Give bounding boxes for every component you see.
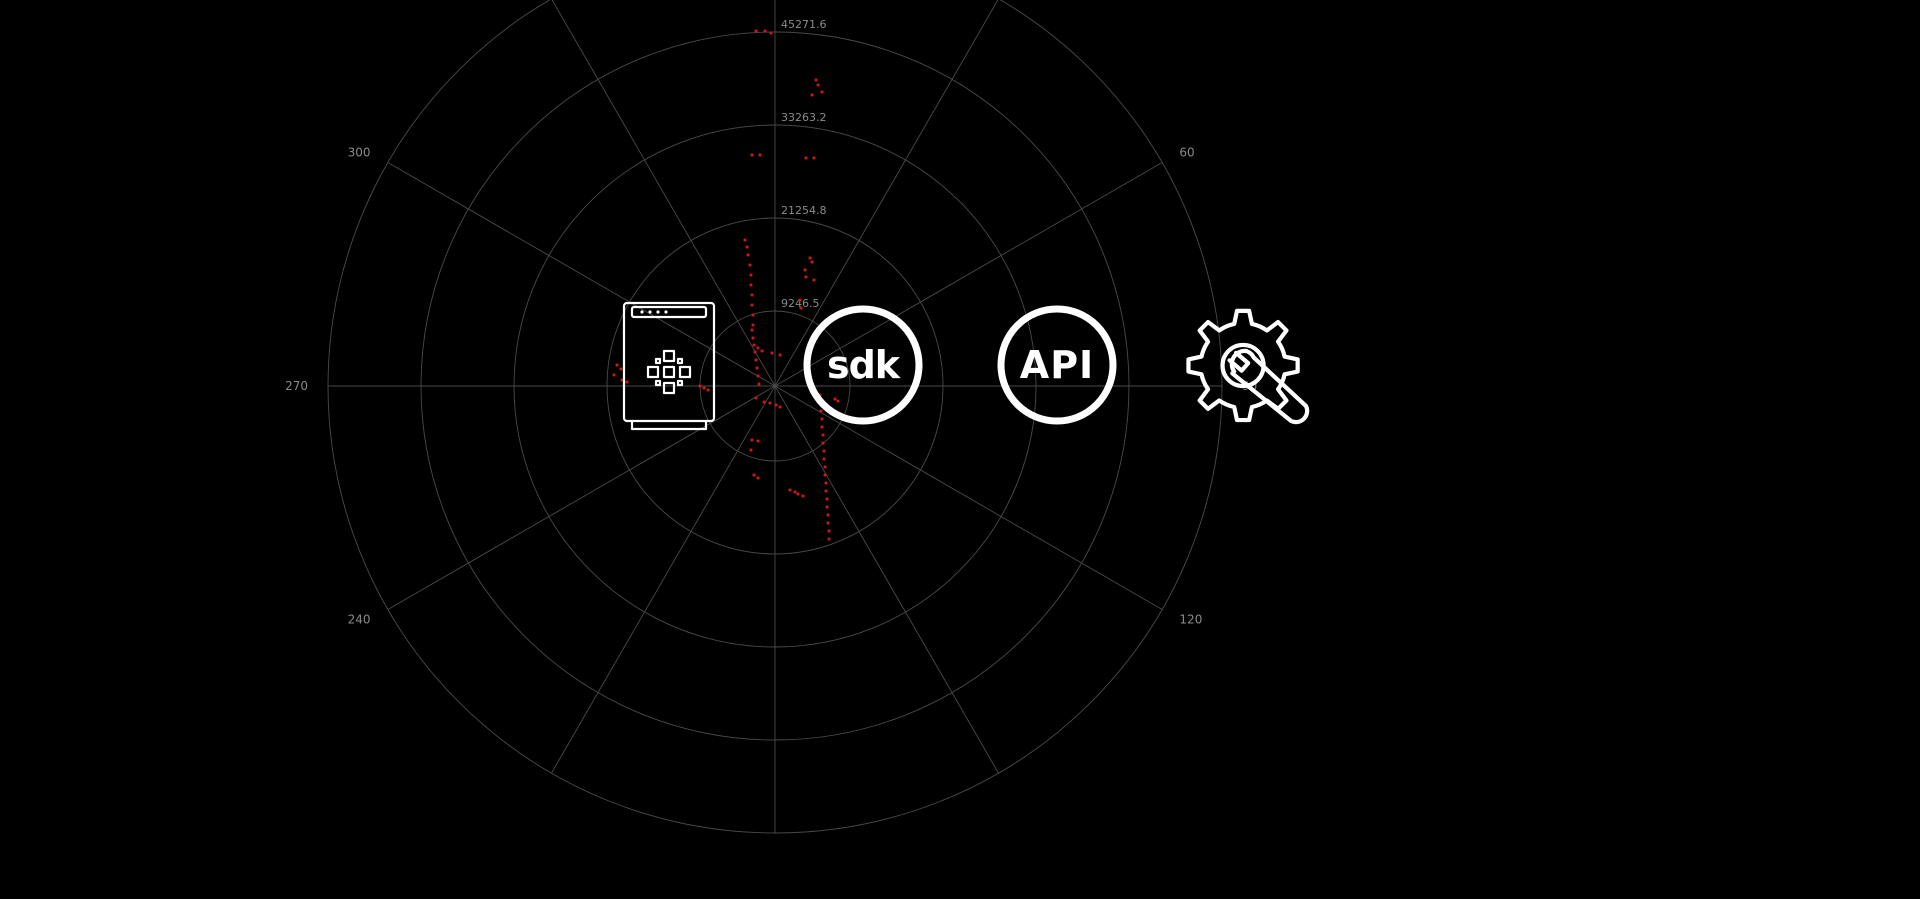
scatter-layer <box>613 30 840 541</box>
angle-label: 120 <box>1179 613 1202 627</box>
angle-label: 60 <box>1179 146 1194 160</box>
angle-label: 300 <box>348 146 371 160</box>
radar-chart: 9246.521254.833263.245271.66090120240270… <box>0 0 1920 899</box>
api-icon[interactable]: API <box>987 295 1127 435</box>
device-icon[interactable] <box>599 295 739 435</box>
api-label: API <box>1020 343 1094 387</box>
sdk-label: sdk <box>827 343 901 387</box>
ring-label: 21254.8 <box>781 204 827 217</box>
sdk-icon[interactable]: sdk <box>793 295 933 435</box>
radar-stage: 9246.521254.833263.245271.66090120240270… <box>0 0 1920 899</box>
ring-label: 33263.2 <box>781 111 827 124</box>
ring-label: 45271.6 <box>781 18 827 31</box>
angle-label: 240 <box>348 613 371 627</box>
icon-row: sdk API <box>0 295 1920 435</box>
tools-icon[interactable] <box>1181 295 1321 435</box>
